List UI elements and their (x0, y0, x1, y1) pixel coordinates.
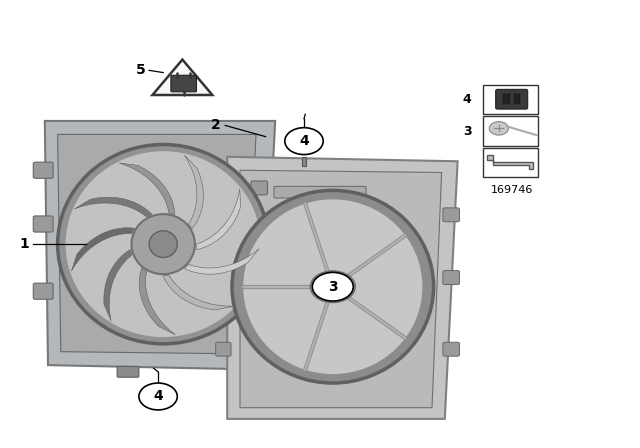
Polygon shape (227, 157, 458, 419)
FancyBboxPatch shape (504, 95, 509, 104)
FancyBboxPatch shape (117, 366, 139, 377)
Text: 3: 3 (328, 280, 338, 294)
Polygon shape (196, 189, 241, 250)
FancyBboxPatch shape (514, 95, 520, 104)
Polygon shape (302, 157, 306, 166)
Polygon shape (58, 134, 256, 354)
Polygon shape (184, 249, 259, 274)
Ellipse shape (243, 199, 422, 374)
Circle shape (489, 121, 509, 135)
FancyBboxPatch shape (443, 342, 460, 356)
FancyBboxPatch shape (33, 162, 53, 178)
Polygon shape (71, 228, 134, 271)
FancyBboxPatch shape (33, 283, 53, 299)
Circle shape (312, 272, 353, 301)
Text: 3: 3 (463, 125, 472, 138)
Ellipse shape (232, 190, 434, 383)
FancyBboxPatch shape (483, 116, 538, 146)
Ellipse shape (58, 145, 269, 344)
FancyBboxPatch shape (33, 216, 53, 232)
FancyBboxPatch shape (171, 75, 196, 92)
FancyBboxPatch shape (443, 208, 460, 222)
Text: 1: 1 (19, 237, 29, 251)
Ellipse shape (65, 151, 261, 337)
FancyBboxPatch shape (443, 271, 460, 284)
FancyBboxPatch shape (216, 262, 231, 276)
Polygon shape (152, 60, 212, 95)
FancyBboxPatch shape (495, 90, 528, 109)
Polygon shape (184, 155, 204, 228)
FancyBboxPatch shape (216, 342, 231, 356)
Polygon shape (74, 197, 152, 217)
Polygon shape (487, 155, 533, 169)
FancyBboxPatch shape (483, 85, 538, 114)
FancyBboxPatch shape (274, 186, 366, 198)
Polygon shape (104, 250, 132, 321)
Ellipse shape (149, 231, 177, 258)
Text: 169746: 169746 (491, 185, 534, 194)
Ellipse shape (132, 214, 195, 274)
Text: 2: 2 (211, 118, 221, 133)
Circle shape (285, 128, 323, 155)
Polygon shape (45, 121, 275, 370)
Polygon shape (119, 163, 175, 215)
Ellipse shape (310, 271, 355, 302)
Polygon shape (163, 275, 234, 310)
FancyBboxPatch shape (251, 181, 268, 195)
Polygon shape (139, 268, 175, 335)
Text: 5: 5 (136, 63, 146, 78)
Circle shape (139, 383, 177, 410)
Text: 4: 4 (463, 93, 472, 106)
Text: 4: 4 (153, 389, 163, 404)
Polygon shape (240, 170, 442, 408)
FancyBboxPatch shape (251, 244, 268, 258)
FancyBboxPatch shape (251, 306, 268, 320)
FancyBboxPatch shape (483, 148, 538, 177)
FancyBboxPatch shape (216, 188, 231, 202)
Text: 4: 4 (299, 134, 309, 148)
